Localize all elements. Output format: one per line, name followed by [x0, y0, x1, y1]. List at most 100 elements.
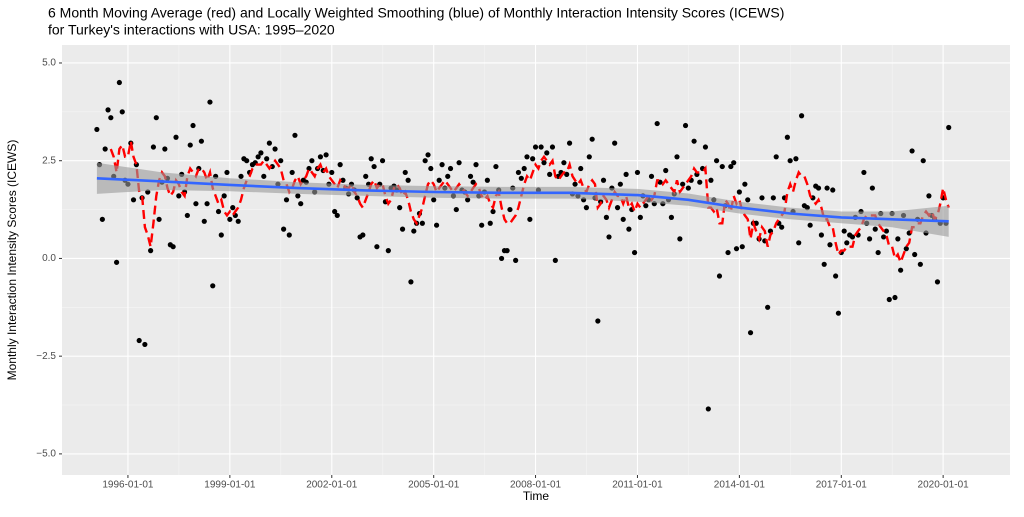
point [705, 406, 711, 412]
chart-title: 6 Month Moving Average (red) and Locally… [48, 5, 784, 21]
point [153, 115, 159, 121]
point [685, 185, 691, 191]
point [912, 251, 918, 258]
point [399, 226, 406, 232]
point [119, 109, 125, 115]
point [374, 244, 380, 250]
point [733, 246, 740, 252]
point [578, 165, 584, 172]
point [235, 218, 241, 224]
point [360, 232, 366, 238]
point [827, 242, 833, 248]
point [513, 257, 519, 263]
point [530, 156, 536, 162]
point [363, 173, 369, 179]
point [606, 234, 612, 240]
point [255, 154, 261, 160]
x-tick-label: 2011-01-01 [612, 480, 663, 491]
point [898, 267, 904, 273]
x-tick-label: 2002-01-01 [306, 480, 358, 491]
point [425, 152, 431, 158]
point [105, 107, 111, 113]
point [784, 134, 790, 140]
point [552, 257, 558, 263]
point [946, 124, 952, 131]
point [433, 222, 440, 228]
point [773, 154, 779, 160]
point [309, 158, 315, 164]
point [796, 240, 802, 246]
point [572, 181, 578, 187]
point [787, 158, 793, 164]
point [323, 152, 329, 158]
point [747, 330, 754, 336]
point [620, 216, 626, 222]
x-tick-label: 2008-01-01 [510, 480, 562, 491]
point [218, 232, 224, 238]
point [419, 220, 425, 226]
point [875, 249, 881, 256]
y-tick-label: −2.5 [36, 351, 56, 362]
point [521, 165, 527, 172]
point [201, 218, 207, 224]
point [586, 154, 592, 160]
point [793, 156, 799, 162]
point [108, 115, 114, 121]
point [431, 197, 437, 203]
moving-average-line [109, 140, 950, 266]
point [504, 248, 510, 254]
point [861, 169, 867, 176]
point [881, 234, 887, 240]
point [465, 197, 471, 203]
point [532, 144, 539, 150]
x-tick-label: 1999-01-01 [204, 480, 256, 491]
point [541, 160, 547, 166]
point [379, 158, 386, 164]
y-tick-label: 5.0 [42, 58, 56, 69]
point [215, 208, 222, 215]
point [170, 244, 176, 250]
point [725, 249, 731, 256]
point [99, 216, 105, 222]
point [354, 195, 360, 201]
point [634, 169, 641, 176]
point [564, 171, 570, 177]
point [603, 214, 609, 220]
point [289, 169, 295, 176]
point [261, 173, 267, 179]
point [193, 201, 199, 207]
x-tick-label: 2014-01-01 [714, 480, 766, 491]
point [674, 154, 680, 160]
point [264, 156, 270, 162]
point [136, 337, 142, 344]
point [663, 167, 669, 174]
point [920, 158, 926, 164]
point [866, 236, 873, 242]
point [116, 79, 122, 86]
point [765, 304, 771, 310]
point [883, 228, 890, 234]
point [490, 208, 496, 215]
x-tick-label: 2017-01-01 [816, 480, 868, 491]
point [272, 146, 278, 152]
point [841, 228, 847, 234]
point [207, 99, 213, 105]
point [484, 177, 490, 183]
point [691, 138, 697, 144]
point [736, 189, 742, 195]
point [402, 169, 408, 176]
y-tick-label: 2.5 [42, 155, 56, 166]
point [385, 248, 391, 254]
point [368, 156, 374, 162]
point [176, 193, 182, 199]
axes: −5.0 −2.5 0.0 2.5 5.0 1996-01-01 1999-01-01 200… [36, 58, 969, 491]
point [428, 165, 434, 172]
point [456, 160, 462, 166]
x-tick-label: 1996-01-01 [102, 480, 154, 491]
point [332, 208, 338, 215]
x-axis-label: Time [523, 489, 550, 503]
smooth-line [96, 177, 949, 223]
point [445, 173, 451, 179]
point [411, 228, 417, 234]
